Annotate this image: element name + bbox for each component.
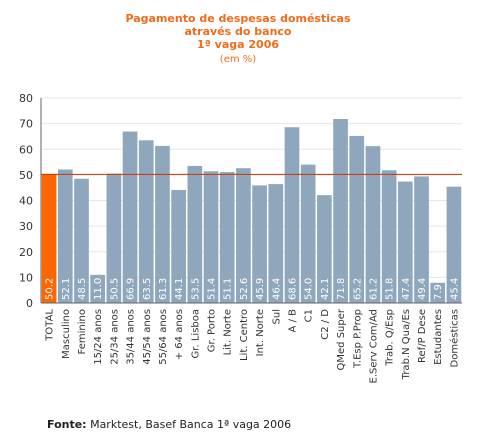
axis-layer: 0 10 20 30 40 50 60 70 80 TOTAL Masculino Feminino 1… [19, 92, 462, 383]
x-tick-label: 55/64 anos [158, 309, 169, 365]
data-label: 42.1 [320, 278, 331, 300]
data-label: 65.2 [352, 278, 363, 300]
y-tick-label: 80 [19, 92, 33, 105]
data-label: 50.2 [45, 278, 56, 300]
x-tick-label: QMed Super [336, 308, 347, 370]
data-label: 11.0 [93, 278, 104, 300]
y-tick-label: 40 [19, 195, 33, 208]
y-tick-label: 0 [26, 297, 33, 310]
x-tick-label: Trab.N Qua/Es [401, 309, 412, 380]
data-label: 48.5 [77, 278, 88, 300]
x-tick-label: Lit. Norte [223, 309, 234, 355]
bar [381, 170, 397, 303]
bar [349, 135, 365, 303]
data-label: 44.1 [174, 278, 185, 300]
y-tick-label: 70 [19, 118, 33, 131]
data-label: 51.8 [385, 278, 396, 300]
data-label: 45.4 [449, 278, 460, 300]
x-tick-label: Feminino [77, 309, 88, 354]
chart-title-line-2: através do banco [184, 25, 291, 38]
x-tick-label: T.Esp P.Prop [352, 309, 363, 369]
x-tick-label: Estudantes [433, 309, 444, 365]
bar [365, 146, 381, 303]
x-tick-label: 15/24 anos [93, 309, 104, 365]
x-tick-label: + 64 anos [174, 309, 185, 360]
data-label: 53.5 [190, 278, 201, 300]
data-label: 49.4 [417, 278, 428, 300]
bar [300, 164, 316, 303]
data-label: 68.6 [287, 278, 298, 300]
x-tick-label: 25/34 anos [109, 309, 120, 365]
bar [252, 185, 267, 303]
y-tick-label: 30 [19, 220, 33, 233]
bar [446, 186, 462, 303]
data-label: 63.5 [142, 278, 153, 300]
x-tick-label: TOTAL [45, 309, 56, 342]
bar [187, 165, 203, 303]
bar [122, 131, 138, 303]
x-tick-label: 35/44 anos [126, 309, 137, 365]
x-tick-label: C1 [304, 309, 315, 322]
bar [317, 195, 332, 303]
data-label: 46.4 [271, 278, 282, 300]
data-label: 61.2 [368, 278, 379, 300]
chart-title-line-1: Pagamento de despesas domésticas [125, 12, 350, 25]
bar [219, 172, 235, 303]
bar [284, 127, 300, 304]
data-label: 47.4 [401, 278, 412, 300]
y-tick-label: 20 [19, 246, 33, 259]
data-label: 54.0 [304, 278, 315, 300]
bars-layer [41, 119, 462, 304]
x-tick-label: Gr. Porto [207, 309, 218, 352]
bar [414, 176, 429, 303]
data-label: 45.9 [255, 278, 266, 300]
x-tick-label: A / B [287, 309, 298, 333]
data-label: 52.1 [61, 278, 72, 300]
x-tick-label: Lit. Centro [239, 309, 250, 361]
x-tick-label: Masculino [61, 309, 72, 359]
chart-subtitle: (em %) [220, 54, 256, 65]
data-label: 66.9 [126, 278, 137, 300]
bar [90, 274, 106, 303]
bar [41, 174, 57, 303]
chart-title-line-3: 1ª vaga 2006 [197, 38, 279, 51]
x-tick-label: Ref/P Dese [417, 309, 428, 363]
bar [333, 119, 348, 303]
bar [171, 189, 186, 303]
bar [430, 282, 446, 303]
source-label: Fonte: [47, 418, 87, 431]
bar [397, 181, 413, 303]
data-label: 52.6 [239, 278, 250, 300]
bar [236, 168, 251, 303]
data-label: 51.4 [207, 278, 218, 300]
data-label: 7.9 [433, 284, 444, 300]
data-label: 51.1 [223, 278, 234, 300]
x-tick-label: Domésticas [448, 309, 460, 367]
bar [57, 169, 73, 303]
x-tick-label: Int. Norte [255, 309, 266, 356]
y-tick-label: 60 [19, 143, 33, 156]
x-tick-label: Gr. Lisboa [190, 309, 201, 358]
source-note: Fonte: Marktest, Basef Banca 1ª vaga 200… [47, 418, 291, 431]
x-tick-label: C2 / D [320, 309, 331, 340]
x-tick-label: Trab. Q/Esp [385, 309, 396, 367]
data-label: 61.3 [158, 278, 169, 300]
data-labels-layer: 50.2 52.1 48.5 11.0 50.5 66.9 63.5 61.3 44.1 53.5… [45, 278, 461, 300]
bar [203, 171, 219, 303]
x-tick-label: 45/54 anos [142, 309, 153, 365]
data-label: 71.8 [336, 278, 347, 300]
data-label: 50.5 [109, 278, 120, 300]
bar [155, 145, 170, 303]
bar [106, 173, 122, 303]
y-tick-label: 50 [19, 169, 33, 182]
source-text: Marktest, Basef Banca 1ª vaga 2006 [86, 418, 292, 431]
bar [268, 184, 284, 303]
bar [138, 140, 154, 303]
y-tick-label: 10 [19, 271, 33, 284]
bar [74, 178, 89, 303]
x-tick-label: Sul [271, 309, 282, 324]
x-tick-label: E.Serv Com/Ad [368, 309, 379, 383]
bar-chart: Pagamento de despesas domésticas através… [19, 12, 462, 383]
chart-title-group: Pagamento de despesas domésticas através… [125, 12, 350, 65]
